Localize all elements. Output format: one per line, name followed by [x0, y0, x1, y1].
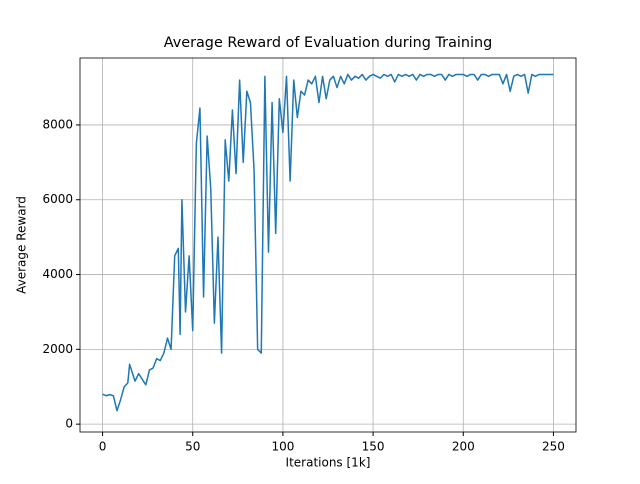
chart-title: Average Reward of Evaluation during Trai… [164, 35, 493, 51]
x-tick-label: 200 [452, 440, 475, 454]
x-tick-label: 50 [185, 440, 200, 454]
data-line [102, 73, 554, 412]
y-tick-label: 4000 [42, 267, 73, 281]
y-tick-label: 8000 [42, 117, 73, 131]
x-tick-label: 250 [542, 440, 565, 454]
x-axis-label: Iterations [1k] [286, 456, 371, 470]
y-tick-label: 0 [65, 417, 73, 431]
y-axis-label: Average Reward [15, 196, 29, 294]
y-tick-label: 2000 [42, 342, 73, 356]
x-tick-label: 0 [99, 440, 107, 454]
y-tick-label: 6000 [42, 192, 73, 206]
plot-frame [79, 57, 577, 433]
x-tick-label: 100 [271, 440, 294, 454]
x-tick-label: 150 [362, 440, 385, 454]
